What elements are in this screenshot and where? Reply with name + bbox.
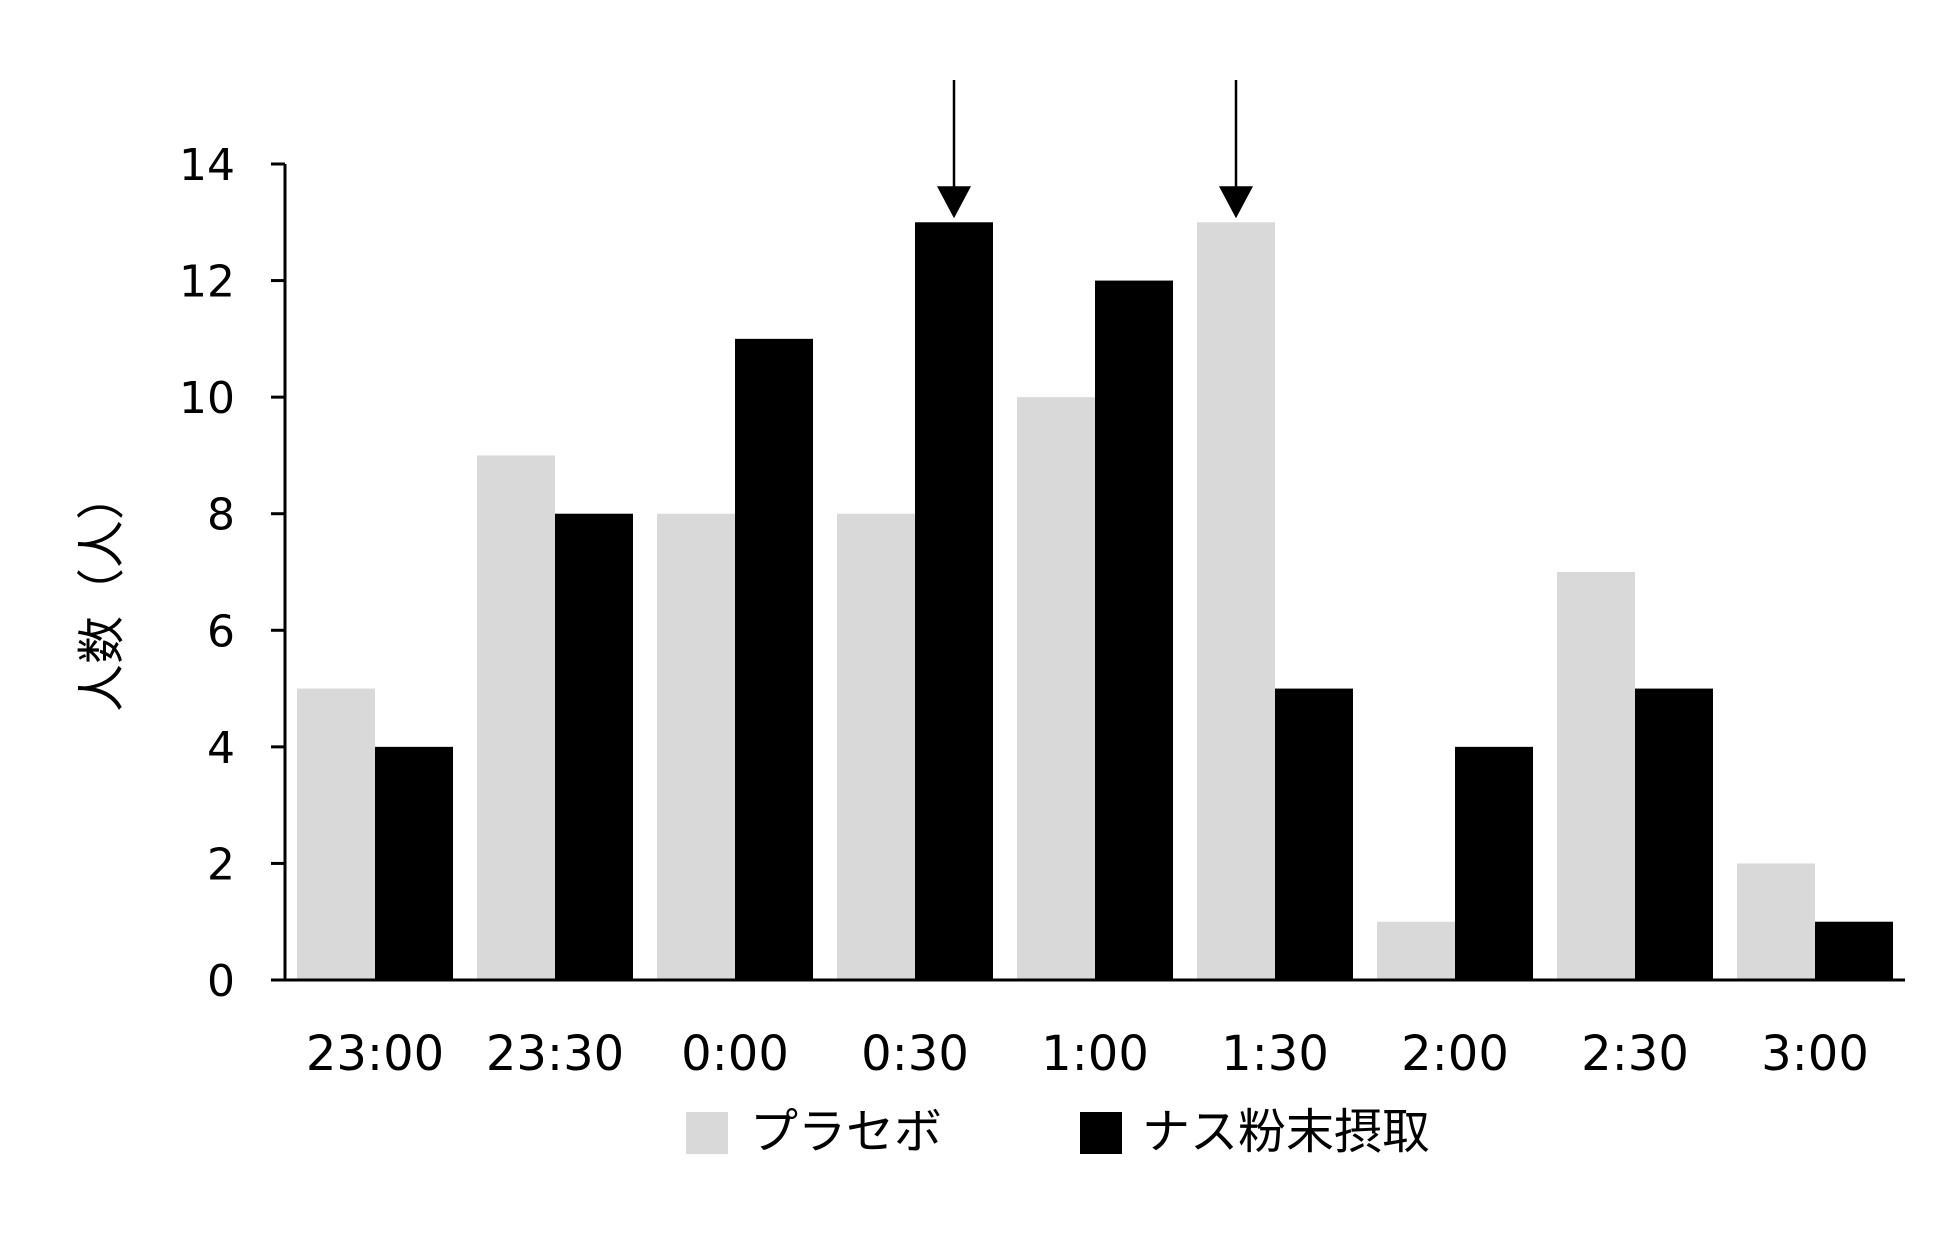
y-axis-label: 人数（人） [74, 472, 130, 712]
axes-group [283, 164, 1905, 982]
bar-placebo-230 [1557, 572, 1635, 980]
down-arrow-icon [1219, 186, 1253, 219]
bar-placebo-2330 [477, 455, 555, 980]
bar-eggplant-200 [1455, 746, 1533, 980]
bar-placebo-2300 [297, 688, 375, 980]
y-ticks-group: 0 2 4 6 8 10 12 14 [179, 140, 285, 1007]
down-arrow-icon [937, 186, 971, 219]
y-tick-label: 6 [207, 606, 235, 657]
bar-eggplant-030 [915, 222, 993, 981]
bar-eggplant-130 [1275, 688, 1353, 980]
bars-group [297, 222, 1893, 981]
x-tick-label: 0:00 [681, 1026, 789, 1082]
bar-placebo-130 [1197, 222, 1275, 981]
bar-eggplant-300 [1815, 921, 1893, 980]
bar-placebo-300 [1737, 863, 1815, 980]
y-tick-label: 8 [207, 490, 235, 541]
x-tick-labels-group: 23:00 23:30 0:00 0:30 1:00 1:30 2:00 2:30 3:00 [306, 1026, 1869, 1082]
legend-label: ナス粉末摂取 [1142, 1104, 1430, 1160]
x-tick-label: 0:30 [861, 1026, 969, 1082]
bar-eggplant-100 [1095, 280, 1173, 981]
y-tick-label: 12 [179, 257, 235, 308]
legend-label: プラセボ [750, 1104, 942, 1160]
y-tick-label: 2 [207, 839, 235, 890]
x-tick-label: 1:30 [1221, 1026, 1329, 1082]
x-tick-label: 1:00 [1041, 1026, 1149, 1082]
y-tick-label: 10 [179, 373, 235, 424]
y-tick-label: 0 [207, 956, 235, 1007]
x-tick-label: 23:00 [306, 1026, 444, 1082]
bar-eggplant-000 [735, 338, 813, 980]
bar-eggplant-230 [1635, 688, 1713, 980]
x-tick-label: 2:00 [1401, 1026, 1509, 1082]
y-tick-label: 4 [207, 723, 235, 774]
bar-placebo-030 [837, 513, 915, 980]
x-tick-label: 2:30 [1581, 1026, 1689, 1082]
legend-swatch [686, 1112, 728, 1154]
x-tick-label: 3:00 [1761, 1026, 1869, 1082]
bar-eggplant-2300 [375, 746, 453, 980]
annotation-arrows-group [937, 80, 1253, 219]
bar-placebo-200 [1377, 921, 1455, 980]
bar-placebo-000 [657, 513, 735, 980]
x-tick-label: 23:30 [486, 1026, 624, 1082]
legend: プラセボ ナス粉末摂取 [686, 1104, 1430, 1160]
bar-eggplant-2330 [555, 513, 633, 980]
y-tick-label: 14 [179, 140, 235, 191]
bar-placebo-100 [1017, 397, 1095, 981]
legend-swatch [1080, 1112, 1122, 1154]
